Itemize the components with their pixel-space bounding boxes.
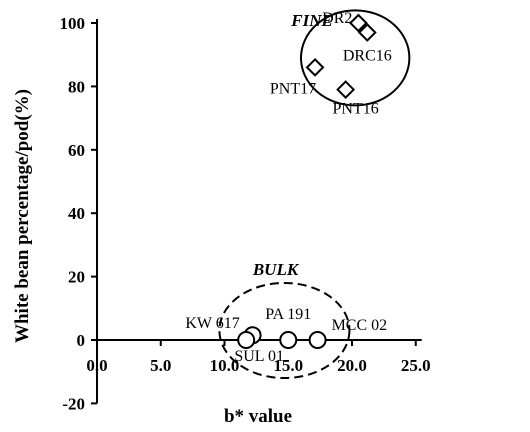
group-ellipses: FINE BULK	[218, 9, 411, 380]
x-tick-label: 25.0	[401, 356, 431, 375]
y-tick-label: -20	[62, 394, 85, 413]
point-pnt16	[336, 80, 356, 99]
x-tick-label: 0.0	[86, 356, 107, 375]
point-drc16	[357, 23, 377, 42]
point-label-mcc-02: MCC 02	[332, 317, 388, 334]
point-pa-191	[279, 331, 298, 349]
point-dr2	[348, 13, 368, 33]
y-tick-label: 60	[68, 141, 85, 160]
tick-labels: -20 0 20 40 60 80 100 0.0 5.0 10.0 15.0 20.0 25.0	[60, 14, 431, 413]
x-tick-label: 5.0	[150, 356, 171, 375]
point-label-drc16: DRC16	[343, 48, 392, 65]
point-labels: DR2 DRC16 PNT17 PNT16 KW 617 SUL 01 PA 191 MCC …	[185, 10, 391, 365]
point-pnt17	[305, 57, 325, 77]
x-tick-label: 10.0	[210, 356, 240, 375]
group-ellipse-bulk	[218, 281, 351, 380]
y-tick-label: 0	[77, 331, 86, 350]
y-tick-label: 100	[60, 14, 86, 33]
x-tick-label: 20.0	[337, 356, 367, 375]
x-axis-title: b* value	[224, 406, 292, 427]
y-tick-label: 40	[68, 204, 85, 223]
y-tick-label: 20	[68, 268, 85, 287]
point-label-sul-01: SUL 01	[234, 348, 284, 365]
axes	[96, 19, 422, 404]
point-label-pnt17: PNT17	[270, 80, 316, 97]
group-ellipse-fine	[300, 9, 411, 107]
y-axis-title: White bean percentage/pod(%)	[12, 89, 33, 343]
x-tick-label: 15.0	[273, 356, 303, 375]
group-label-fine: FINE	[290, 11, 333, 30]
point-label-dr2: DR2	[322, 10, 352, 27]
group-label-bulk: BULK	[252, 260, 300, 279]
point-sul-01	[237, 331, 256, 349]
point-label-pa-191: PA 191	[265, 306, 311, 323]
data-points	[237, 13, 377, 349]
point-label-kw-617: KW 617	[185, 315, 239, 332]
y-tick-label: 80	[68, 77, 85, 96]
point-label-pnt16: PNT16	[333, 101, 379, 118]
point-mcc-02	[308, 331, 327, 349]
